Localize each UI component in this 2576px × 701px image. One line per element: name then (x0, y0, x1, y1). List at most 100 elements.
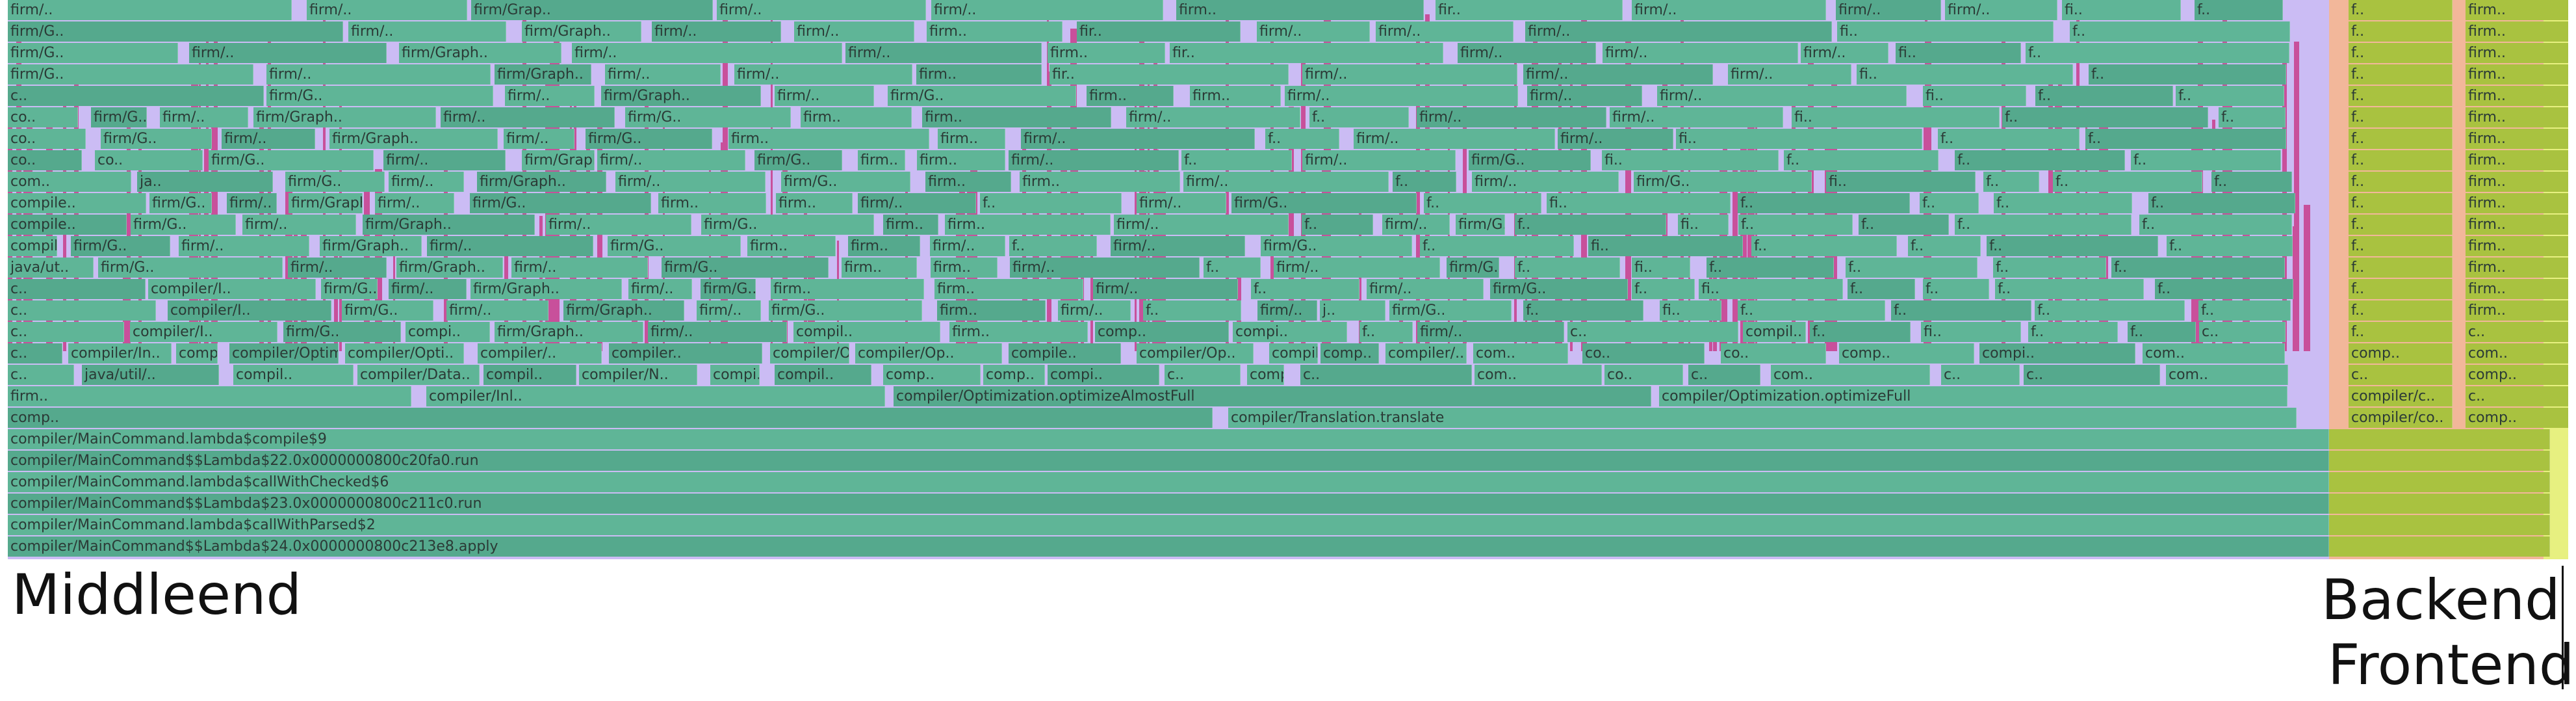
stack-frame[interactable]: firm/G.. (1469, 150, 1591, 170)
stack-frame[interactable]: fir.. (1050, 64, 1289, 85)
stack-frame[interactable]: compil.. (483, 365, 576, 385)
stack-frame[interactable]: firm.. (916, 64, 1042, 85)
stack-frame[interactable]: fi.. (1588, 236, 1743, 256)
backend-stack-frame[interactable] (2329, 472, 2550, 492)
stack-frame[interactable]: firm.. (801, 107, 912, 127)
stack-frame[interactable]: compiler/Data.. (357, 365, 480, 385)
stack-frame[interactable]: compi.. (1233, 322, 1347, 342)
stack-frame[interactable]: fi.. (1676, 129, 1922, 149)
stack-frame[interactable]: firm/.. (179, 236, 309, 256)
stack-frame[interactable]: firm/.. (383, 150, 506, 170)
stack-frame[interactable]: firm.. (776, 193, 853, 213)
stack-frame[interactable]: f.. (1632, 279, 1695, 299)
stack-frame[interactable]: firm/.. (389, 279, 467, 299)
stack-frame[interactable]: fi.. (1923, 86, 2026, 106)
stack-frame[interactable]: firm/.. (1257, 300, 1317, 321)
base-stack-frame[interactable]: compiler/MainCommand.lambda$compile$9 (8, 429, 2329, 449)
stack-frame[interactable]: fi.. (1699, 279, 1843, 299)
stack-frame[interactable]: firm/.. (1367, 279, 1484, 299)
stack-frame[interactable]: firm.. (8, 386, 411, 406)
stack-frame[interactable]: firm/Graph.. (329, 129, 498, 149)
stack-frame[interactable]: firm/.. (1285, 86, 1518, 106)
stack-frame[interactable]: comp.. (883, 365, 981, 385)
stack-frame[interactable]: com.. (2143, 343, 2285, 364)
stack-frame[interactable]: f.. (1987, 236, 2158, 256)
stack-frame[interactable]: co.. (1721, 343, 1826, 364)
base-stack-frame[interactable]: compiler/MainCommand$$Lambda$22.0x000000… (8, 451, 2329, 471)
stack-frame[interactable]: firm/.. (597, 150, 745, 170)
stack-frame[interactable]: firm/.. (307, 0, 467, 20)
stack-frame[interactable]: fi.. (1632, 258, 1690, 278)
stack-frame[interactable]: com.. (2166, 365, 2288, 385)
stack-frame[interactable]: f.. (1995, 279, 2144, 299)
stack-frame[interactable]: f.. (1738, 215, 1853, 235)
stack-frame[interactable]: firm.. (938, 129, 1005, 149)
stack-frame[interactable]: compiler/Op.. (1137, 343, 1254, 364)
stack-frame[interactable]: java/util/.. (82, 365, 219, 385)
stack-frame[interactable]: f.. (1938, 129, 2080, 149)
stack-frame[interactable]: f.. (1420, 236, 1574, 256)
stack-frame[interactable]: compiler/Optimization.optimizeAlmostFull (894, 386, 1651, 406)
backend-stack-frame[interactable]: f.. (2349, 43, 2453, 63)
stack-frame[interactable]: co.. (1604, 365, 1683, 385)
backend-stack-frame[interactable]: f.. (2349, 86, 2453, 106)
stack-frame[interactable]: fi.. (1896, 43, 2021, 63)
stack-frame[interactable]: firm/.. (1458, 43, 1596, 63)
stack-frame[interactable]: firm/.. (1525, 21, 1832, 42)
stack-frame[interactable]: firm/G.. (283, 322, 401, 342)
stack-frame[interactable]: co.. (95, 150, 203, 170)
stack-frame[interactable]: fi.. (2062, 0, 2181, 20)
stack-frame[interactable]: c.. (8, 322, 124, 342)
stack-frame[interactable]: firm/.. (1093, 279, 1238, 299)
stack-frame[interactable]: f.. (1424, 193, 1541, 213)
stack-frame[interactable]: f.. (1908, 236, 1981, 256)
stack-frame[interactable]: firm.. (848, 236, 920, 256)
stack-frame[interactable]: comp.. (1839, 343, 1974, 364)
stack-frame[interactable]: firm/G.. (662, 258, 829, 278)
stack-frame[interactable]: firm/G.. (781, 172, 910, 192)
stack-frame[interactable]: fi.. (1678, 215, 1729, 235)
stack-frame[interactable]: firm/G.. (266, 86, 493, 106)
stack-frame[interactable]: firm.. (747, 236, 836, 256)
stack-frame[interactable]: compiler/Optimization.optimizeFull (1659, 386, 2287, 406)
stack-frame[interactable]: firm.. (842, 258, 917, 278)
stack-frame[interactable]: fi.. (1792, 107, 2000, 127)
stack-frame[interactable]: firm/Grap.. (471, 0, 713, 20)
stack-frame[interactable]: firm.. (728, 129, 929, 149)
stack-frame[interactable]: fi.. (1547, 193, 1731, 213)
stack-frame[interactable]: firm/G.. (149, 193, 212, 213)
stack-frame[interactable]: firm/.. (615, 172, 766, 192)
stack-frame[interactable]: firm/.. (1945, 0, 2057, 20)
stack-frame[interactable]: firm/G.. (1261, 236, 1412, 256)
backend-stack-frame[interactable] (2329, 536, 2550, 557)
backend-stack-frame[interactable]: firm.. (2466, 129, 2568, 149)
stack-frame[interactable]: firm/.. (1257, 21, 1370, 42)
stack-frame[interactable]: firm/Graph.. (495, 322, 643, 342)
stack-frame[interactable]: firm.. (949, 322, 1088, 342)
stack-frame[interactable]: firm/.. (8, 0, 292, 20)
backend-stack-frame[interactable]: f.. (2349, 322, 2453, 342)
stack-frame[interactable]: firm.. (931, 258, 998, 278)
stack-frame[interactable]: compiler/Op.. (176, 343, 218, 364)
stack-frame[interactable]: firm/.. (717, 0, 926, 20)
stack-frame[interactable]: firm/.. (1354, 129, 1555, 149)
stack-frame[interactable]: firm/.. (1183, 172, 1389, 192)
stack-frame[interactable]: compil.. (775, 365, 871, 385)
stack-frame[interactable]: firm.. (1087, 86, 1174, 106)
stack-frame[interactable]: fir.. (1170, 43, 1443, 63)
backend-stack-frame[interactable]: f.. (2349, 21, 2453, 42)
stack-frame[interactable]: firm/G.. (625, 107, 791, 127)
stack-frame[interactable]: firm/.. (1728, 64, 1851, 85)
stack-frame[interactable]: f.. (1751, 236, 1897, 256)
stack-frame[interactable]: firm/.. (1111, 236, 1245, 256)
stack-frame[interactable]: firm/.. (1274, 258, 1440, 278)
stack-frame[interactable]: firm.. (1190, 86, 1281, 106)
stack-frame[interactable]: f.. (2198, 300, 2291, 321)
backend-stack-frame[interactable]: f.. (2349, 215, 2453, 235)
stack-frame[interactable]: firm/G.. (754, 150, 842, 170)
stack-frame[interactable]: f.. (2155, 279, 2293, 299)
stack-frame[interactable]: c.. (1688, 365, 1760, 385)
stack-frame[interactable]: f.. (1846, 258, 1977, 278)
stack-frame[interactable]: firm/.. (1632, 0, 1826, 20)
stack-frame[interactable]: firm/.. (931, 0, 1163, 20)
